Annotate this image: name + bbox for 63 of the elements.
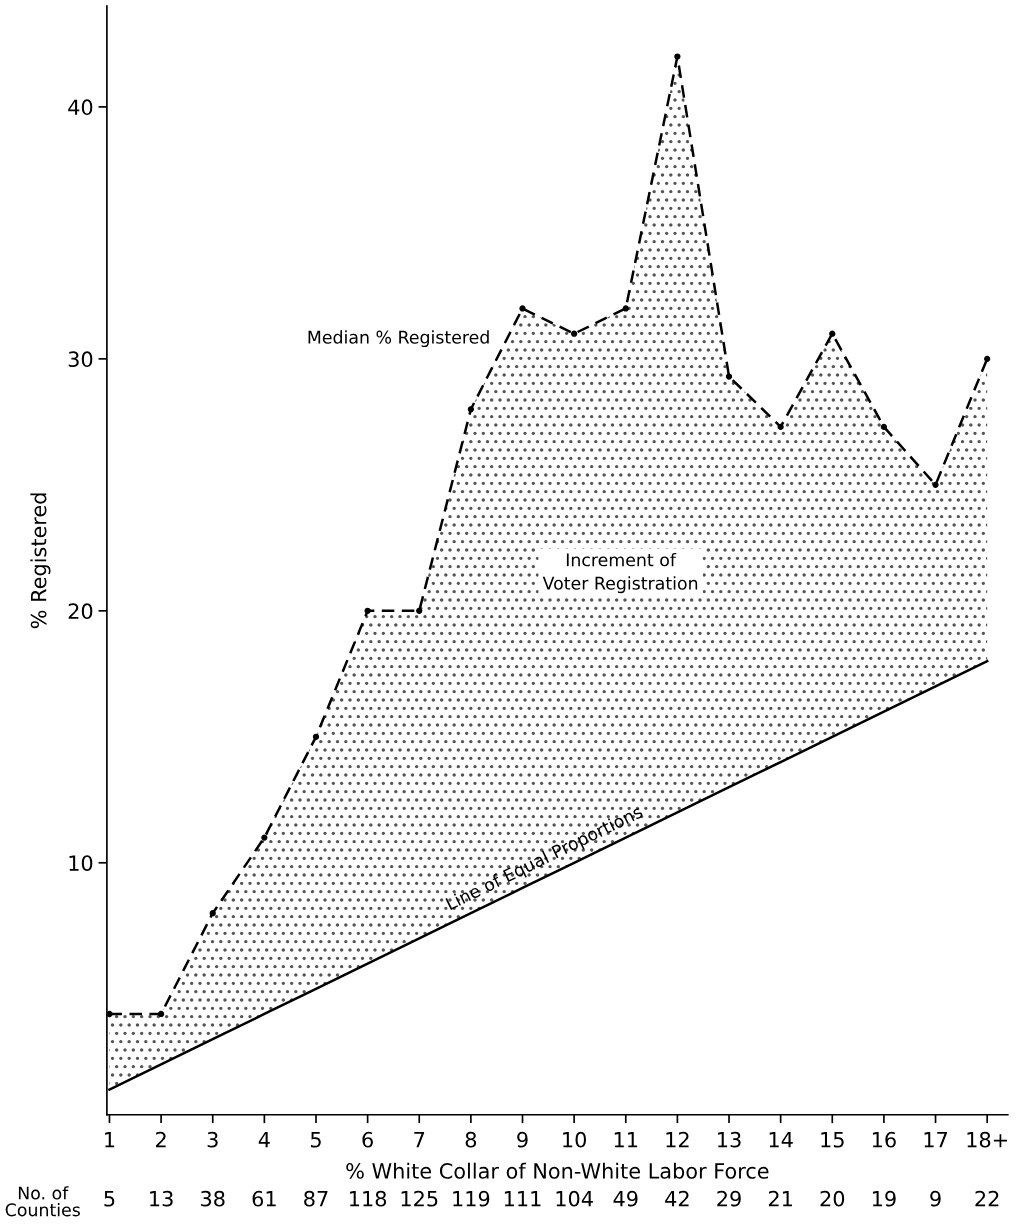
text: 119 [453,1190,490,1207]
point [622,305,629,312]
point [519,305,526,312]
x-axis-title: % White Collar of Non-White Labor Force [346,1162,769,1179]
point [829,330,836,337]
point [777,423,784,431]
x-tick-label: 18+ [967,1131,1007,1148]
y-tick-label: 30 [68,351,93,368]
point [725,373,733,380]
x-tick-label: 16 [872,1131,896,1148]
x-tick-label: 6 [362,1131,373,1148]
text: No. of Counties [5,1186,80,1217]
y-tick-label: 20 [68,603,93,620]
annotation: Increment of Voter Registration [542,552,698,594]
text: 29 [717,1190,741,1207]
point [416,607,423,614]
x-tick-label: 9 [517,1131,528,1148]
text: 42 [665,1190,689,1207]
x-tick-label: 17 [924,1132,948,1148]
y-tick-label: 40 [68,99,93,116]
text: 21 [768,1190,792,1207]
y-axis-title: % Registered [30,493,51,629]
x-tick-label: 8 [465,1131,477,1148]
text: 9 [930,1190,941,1207]
text: 104 [556,1190,593,1207]
point [364,607,371,614]
point [106,1010,113,1018]
x-tick-label: 15 [821,1132,844,1148]
point [984,355,991,362]
point [209,910,216,917]
x-tick-label: 5 [310,1132,321,1148]
text: 125 [401,1190,438,1207]
series-label: Median % Registered [308,330,489,348]
x-tick-label: 12 [666,1131,689,1148]
y-tick-label: 10 [69,855,93,871]
point [312,733,320,740]
x-tick-label: 14 [769,1132,793,1148]
text: 118 [350,1190,387,1207]
text: 19 [872,1190,896,1207]
x-tick-label: 7 [414,1132,425,1148]
text: 111 [504,1191,541,1207]
point [467,406,475,413]
text: 87 [304,1190,328,1207]
x-tick-label: 13 [718,1131,741,1148]
text: 22 [975,1190,999,1207]
x-tick-label: 10 [563,1131,587,1148]
text: 49 [613,1190,638,1207]
text: 61 [252,1190,276,1207]
x-tick-label: 11 [614,1132,638,1148]
point [157,1010,165,1018]
text: 38 [201,1190,225,1207]
point [932,481,939,488]
text: 20 [820,1190,845,1207]
x-tick-label: 2 [156,1131,166,1148]
x-tick-label: 3 [207,1131,218,1148]
x-tick-label: 1 [105,1132,115,1148]
text: 5 [104,1191,115,1207]
point [261,834,268,841]
point [880,423,888,431]
point [571,330,578,337]
text: 13 [150,1190,173,1207]
point [674,53,681,60]
x-tick-label: 4 [258,1132,270,1148]
